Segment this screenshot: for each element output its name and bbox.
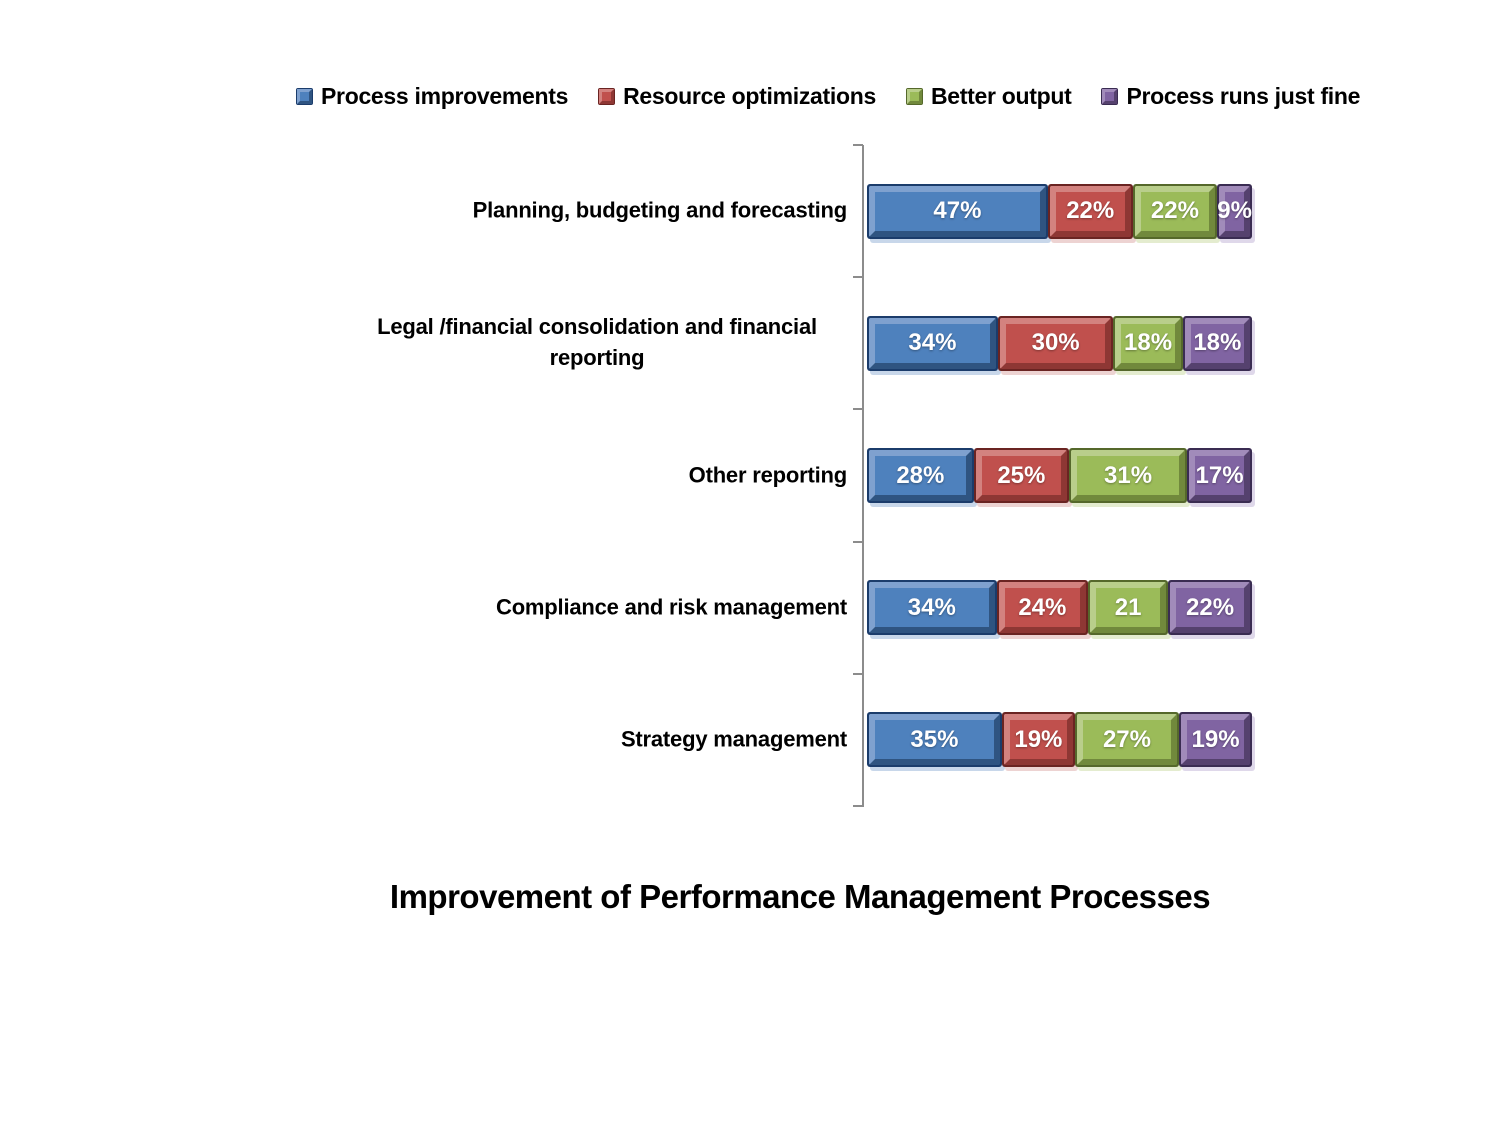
value-label: 17%: [1195, 461, 1244, 489]
legend-item-label: Better output: [930, 83, 1072, 109]
axis-tick: [853, 672, 863, 675]
legend-item-process-runs-just-fine: Process runs just fine: [1101, 83, 1360, 110]
bar-segment-bevel: 18%: [1184, 317, 1250, 369]
bar-row: 35% 19% 27% 19%: [867, 712, 1253, 768]
bar-segment-process-improvements: 28%: [867, 448, 974, 503]
value-label: 22%: [1186, 593, 1235, 621]
legend-swatch-process-runs-just-fine-icon: [1101, 88, 1119, 105]
bar-segment-bevel: 34%: [869, 317, 996, 369]
legend-item-label: Resource optimizations: [623, 83, 876, 109]
bar-segment-resource-optimizations: 24%: [996, 580, 1089, 636]
bar-segment-bevel: 18%: [1115, 317, 1181, 369]
bar-row: 28% 25% 31% 17%: [867, 448, 1252, 503]
bar-segment-bevel: 22%: [1134, 185, 1216, 237]
bar-segment-bevel: 17%: [1189, 450, 1250, 501]
category-label: Legal /financial consolidation and finan…: [377, 314, 817, 371]
value-label: 30%: [1031, 329, 1080, 357]
value-label: 47%: [933, 197, 982, 225]
bar-segment-bevel: 35%: [869, 714, 1000, 766]
bar-segment-resource-optimizations: 30%: [997, 315, 1114, 371]
legend-swatch-process-improvements-icon: [296, 88, 313, 105]
value-label: 19%: [1014, 725, 1063, 753]
value-label: 34%: [908, 329, 957, 357]
bar-segment-bevel: 9%: [1217, 185, 1252, 237]
bar-segment-process-improvements: 47%: [867, 183, 1048, 239]
bar-segment-bevel: 24%: [998, 582, 1087, 634]
axis-tick: [853, 540, 863, 543]
legend-item-process-improvements: Process improvements: [296, 83, 568, 110]
axis-tick: [853, 805, 863, 807]
bar-segment-bevel: 31%: [1070, 450, 1186, 501]
bar-segment-process-runs-just-fine: 19%: [1178, 712, 1253, 768]
bar-segment-resource-optimizations: 25%: [973, 448, 1069, 503]
bar-row: 47% 22% 22% 9%: [867, 183, 1252, 239]
legend-swatch-bevel: [599, 89, 615, 104]
legend-swatch-better-output-icon: [905, 88, 923, 105]
bar-segment-resource-optimizations: 19%: [1001, 712, 1075, 768]
value-label: 22%: [1150, 197, 1199, 225]
value-label: 25%: [997, 461, 1046, 489]
legend-item-resource-optimizations: Resource optimizations: [598, 83, 876, 110]
legend-swatch-resource-optimizations-icon: [598, 88, 616, 105]
bar-segment-bevel: 30%: [999, 317, 1112, 369]
category-label: Planning, budgeting and forecasting: [472, 197, 848, 223]
bar-segment-bevel: 21: [1090, 582, 1167, 634]
bar-segment-bevel: 19%: [1180, 714, 1251, 766]
value-label: 21: [1114, 593, 1142, 621]
value-label: 24%: [1018, 593, 1067, 621]
bar-segment-better-output: 27%: [1074, 712, 1179, 768]
bar-segment-bevel: 27%: [1076, 714, 1177, 766]
bar-segment-better-output: 31%: [1068, 448, 1188, 503]
bar-segment-process-runs-just-fine: 17%: [1187, 448, 1252, 503]
value-label: 31%: [1104, 461, 1153, 489]
chart-title: Improvement of Performance Management Pr…: [389, 878, 1211, 915]
value-label: 35%: [910, 725, 959, 753]
bar-segment-resource-optimizations: 22%: [1047, 183, 1133, 239]
bar-segment-bevel: 34%: [869, 582, 995, 634]
bar-segment-process-improvements: 35%: [867, 712, 1002, 768]
bar-segment-process-runs-just-fine: 9%: [1217, 183, 1252, 239]
value-label: 18%: [1193, 329, 1242, 357]
legend-item-better-output: Better output: [905, 83, 1072, 110]
legend: Process improvements Resource optimizatio…: [296, 83, 1360, 110]
bar-segment-process-improvements: 34%: [867, 315, 998, 371]
legend-item-label: Process improvements: [321, 83, 569, 109]
value-label: 9%: [1217, 197, 1252, 225]
bar-segment-process-runs-just-fine: 18%: [1182, 315, 1252, 371]
category-axis-line: [862, 145, 864, 807]
bar-segment-bevel: 28%: [869, 450, 972, 501]
legend-item-label: Process runs just fine: [1126, 83, 1361, 109]
axis-tick: [853, 408, 863, 411]
bar-segment-bevel: 19%: [1003, 714, 1073, 766]
value-label: 19%: [1191, 725, 1240, 753]
legend-swatch-bevel: [1102, 89, 1118, 104]
axis-tick: [853, 144, 863, 146]
bar-segment-bevel: 22%: [1049, 185, 1131, 237]
axis-tick: [853, 276, 863, 279]
legend-swatch-bevel: [297, 89, 312, 104]
bar-row: 34% 24% 21 22%: [867, 580, 1252, 636]
category-label: Compliance and risk management: [496, 594, 847, 620]
bar-segment-bevel: 25%: [975, 450, 1067, 501]
bar-segment-better-output: 18%: [1113, 315, 1183, 371]
bar-segment-bevel: 22%: [1170, 582, 1250, 634]
bar-segment-bevel: 47%: [869, 185, 1046, 237]
value-label: 22%: [1066, 197, 1115, 225]
category-label: Other reporting: [688, 462, 848, 488]
bar-segment-better-output: 22%: [1132, 183, 1218, 239]
category-label: Strategy management: [620, 726, 847, 752]
value-label: 18%: [1124, 329, 1173, 357]
bar-segment-process-runs-just-fine: 22%: [1168, 580, 1252, 636]
legend-swatch-bevel: [906, 89, 922, 104]
bar-segment-process-improvements: 34%: [867, 580, 997, 636]
bar-segment-better-output: 21: [1088, 580, 1169, 636]
value-label: 34%: [907, 593, 956, 621]
value-label: 28%: [896, 461, 945, 489]
bar-row: 34% 30% 18% 18%: [867, 315, 1252, 371]
value-label: 27%: [1102, 725, 1151, 753]
